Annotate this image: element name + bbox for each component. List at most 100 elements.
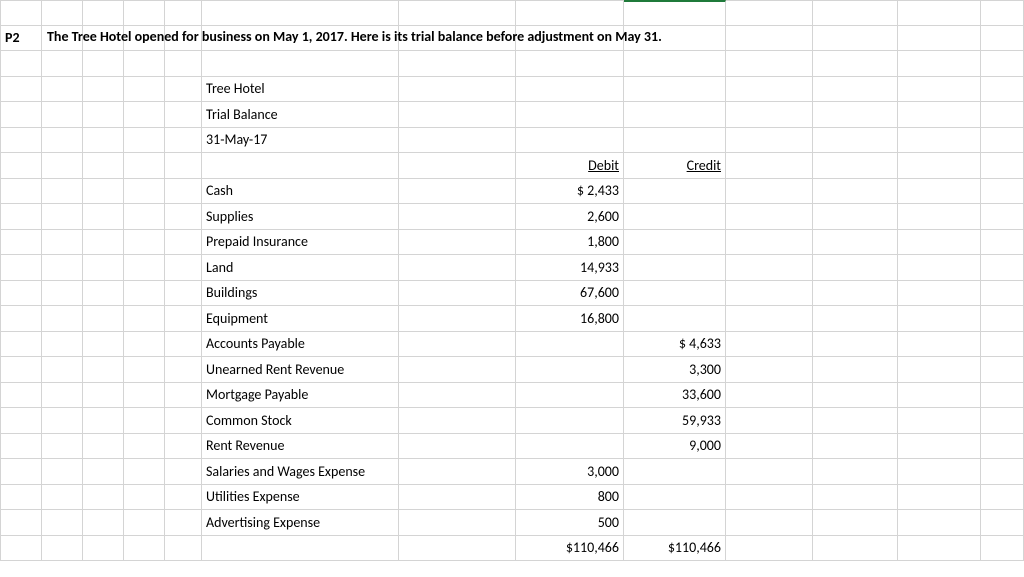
cell[interactable] bbox=[981, 383, 1024, 409]
cell[interactable] bbox=[516, 383, 624, 409]
cell[interactable] bbox=[165, 128, 202, 154]
cell[interactable] bbox=[726, 51, 813, 77]
cell[interactable] bbox=[124, 230, 165, 256]
cell[interactable] bbox=[399, 77, 516, 103]
cell[interactable] bbox=[0, 153, 42, 179]
cell[interactable] bbox=[981, 281, 1024, 307]
cell[interactable] bbox=[981, 102, 1024, 128]
cell[interactable] bbox=[399, 536, 516, 562]
debit-value[interactable]: 800 bbox=[516, 485, 624, 511]
cell[interactable] bbox=[83, 51, 124, 77]
cell[interactable] bbox=[42, 102, 83, 128]
cell[interactable] bbox=[898, 306, 981, 332]
cell[interactable] bbox=[516, 434, 624, 460]
cell[interactable] bbox=[165, 459, 202, 485]
debit-value[interactable]: 500 bbox=[516, 510, 624, 536]
cell[interactable] bbox=[83, 281, 124, 307]
account-name[interactable]: Advertising Expense bbox=[202, 510, 399, 536]
cell[interactable] bbox=[42, 51, 83, 77]
debit-value[interactable]: 3,000 bbox=[516, 459, 624, 485]
cell[interactable] bbox=[516, 408, 624, 434]
cell[interactable] bbox=[813, 536, 898, 562]
cell[interactable] bbox=[124, 179, 165, 205]
cell[interactable] bbox=[516, 128, 624, 154]
cell[interactable] bbox=[981, 77, 1024, 103]
cell[interactable] bbox=[624, 230, 726, 256]
cell[interactable] bbox=[726, 0, 813, 26]
cell[interactable] bbox=[165, 230, 202, 256]
cell[interactable] bbox=[42, 306, 83, 332]
cell[interactable] bbox=[42, 128, 83, 154]
cell[interactable] bbox=[0, 485, 42, 511]
cell[interactable] bbox=[516, 26, 624, 52]
cell[interactable] bbox=[0, 434, 42, 460]
cell[interactable] bbox=[813, 383, 898, 409]
cell[interactable] bbox=[124, 77, 165, 103]
cell[interactable] bbox=[399, 204, 516, 230]
cell[interactable] bbox=[83, 179, 124, 205]
cell[interactable] bbox=[399, 332, 516, 358]
cell[interactable] bbox=[516, 77, 624, 103]
cell[interactable] bbox=[981, 332, 1024, 358]
cell[interactable] bbox=[42, 26, 83, 52]
cell[interactable] bbox=[42, 357, 83, 383]
cell[interactable] bbox=[83, 408, 124, 434]
cell[interactable] bbox=[399, 510, 516, 536]
cell[interactable] bbox=[399, 0, 516, 26]
cell[interactable] bbox=[813, 510, 898, 536]
cell[interactable] bbox=[399, 153, 516, 179]
cell[interactable] bbox=[0, 204, 42, 230]
cell[interactable] bbox=[981, 153, 1024, 179]
debit-value[interactable]: 2,600 bbox=[516, 204, 624, 230]
cell[interactable] bbox=[726, 77, 813, 103]
company-name[interactable]: Tree Hotel bbox=[202, 77, 399, 103]
cell[interactable] bbox=[0, 102, 42, 128]
cell[interactable] bbox=[813, 204, 898, 230]
cell[interactable] bbox=[813, 357, 898, 383]
cell[interactable] bbox=[898, 128, 981, 154]
cell[interactable] bbox=[726, 204, 813, 230]
total-debit[interactable]: $110,466 bbox=[516, 536, 624, 562]
cell[interactable] bbox=[898, 510, 981, 536]
cell[interactable] bbox=[124, 510, 165, 536]
cell[interactable] bbox=[898, 459, 981, 485]
cell[interactable] bbox=[42, 332, 83, 358]
account-name[interactable]: Common Stock bbox=[202, 408, 399, 434]
cell[interactable] bbox=[124, 204, 165, 230]
cell[interactable] bbox=[898, 434, 981, 460]
cell[interactable] bbox=[813, 306, 898, 332]
cell[interactable] bbox=[165, 26, 202, 52]
cell[interactable] bbox=[624, 0, 726, 26]
cell[interactable] bbox=[124, 0, 165, 26]
cell[interactable] bbox=[0, 459, 42, 485]
cell[interactable] bbox=[726, 230, 813, 256]
cell[interactable] bbox=[42, 179, 83, 205]
cell[interactable] bbox=[726, 510, 813, 536]
account-name[interactable]: Mortgage Payable bbox=[202, 383, 399, 409]
cell[interactable] bbox=[165, 77, 202, 103]
cell[interactable] bbox=[165, 0, 202, 26]
cell[interactable] bbox=[813, 179, 898, 205]
cell[interactable] bbox=[202, 0, 399, 26]
report-date[interactable]: 31-May-17 bbox=[202, 128, 399, 154]
cell[interactable] bbox=[165, 383, 202, 409]
cell[interactable] bbox=[898, 230, 981, 256]
cell[interactable] bbox=[0, 51, 42, 77]
cell[interactable] bbox=[898, 383, 981, 409]
cell[interactable] bbox=[813, 332, 898, 358]
cell[interactable] bbox=[624, 77, 726, 103]
debit-value[interactable]: 14,933 bbox=[516, 255, 624, 281]
cell[interactable] bbox=[624, 485, 726, 511]
cell[interactable] bbox=[726, 153, 813, 179]
cell[interactable] bbox=[83, 153, 124, 179]
cell[interactable] bbox=[0, 255, 42, 281]
cell[interactable] bbox=[898, 77, 981, 103]
cell[interactable] bbox=[516, 102, 624, 128]
cell[interactable] bbox=[624, 459, 726, 485]
cell[interactable] bbox=[42, 230, 83, 256]
cell[interactable] bbox=[42, 536, 83, 562]
cell[interactable] bbox=[981, 459, 1024, 485]
cell[interactable] bbox=[83, 485, 124, 511]
cell[interactable] bbox=[898, 408, 981, 434]
cell[interactable] bbox=[399, 102, 516, 128]
